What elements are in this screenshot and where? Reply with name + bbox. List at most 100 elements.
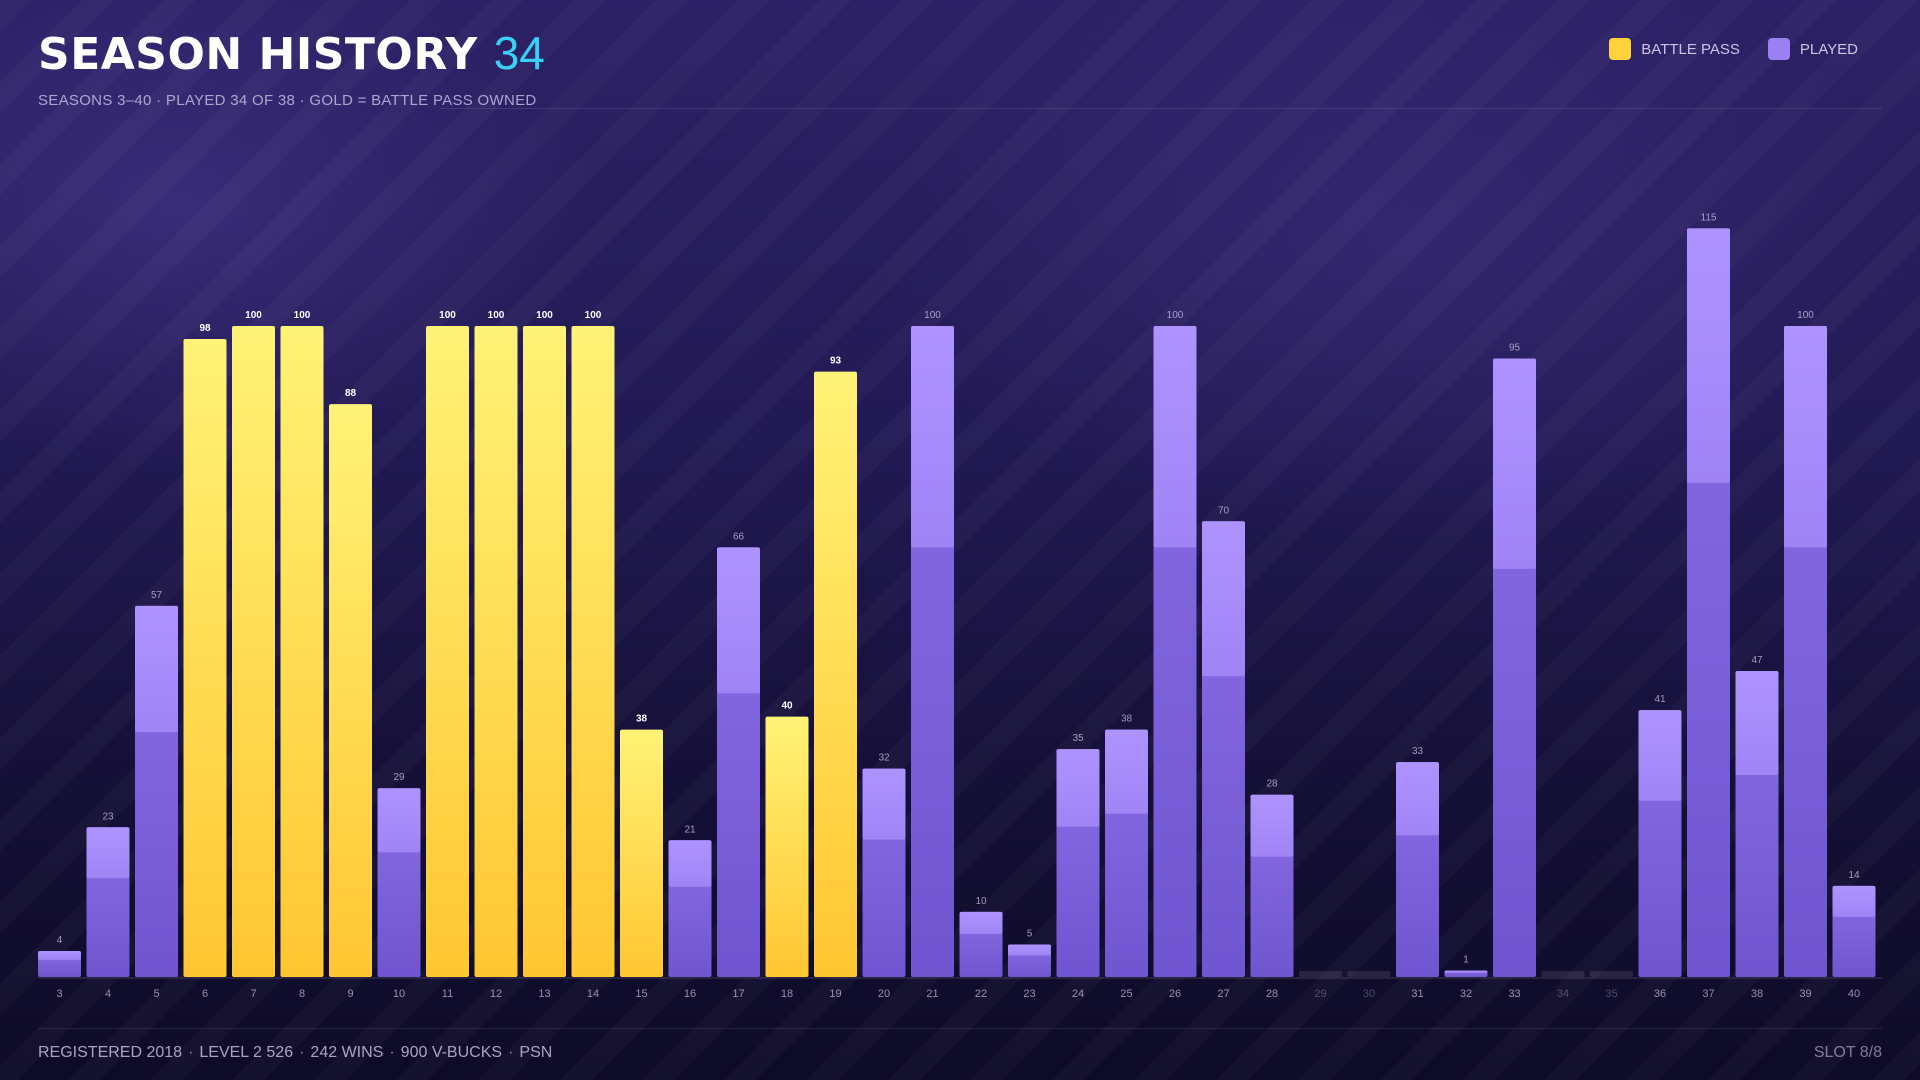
bar-season-15 (620, 729, 663, 977)
tick-label-season-13: 13 (538, 988, 550, 1000)
bar-season-20 (862, 768, 906, 977)
legend-item-played: PLAYED (1767, 38, 1858, 60)
value-label-season-32: 1 (1463, 954, 1469, 965)
bar-highlight-played (1153, 326, 1197, 548)
bar-season-13 (523, 326, 566, 977)
value-label-season-15: 38 (636, 714, 648, 725)
bar-fill-battle-pass (571, 326, 615, 977)
tick-label-season-22: 22 (975, 988, 987, 1000)
value-label-season-27: 70 (1218, 505, 1230, 516)
bar-season-36 (1638, 710, 1682, 977)
value-label-season-37: 115 (1701, 212, 1717, 223)
bar-season-14 (571, 326, 615, 977)
bar-season-11 (426, 326, 469, 977)
bar-unplayed-season-35 (1590, 971, 1633, 977)
bar-highlight-played (38, 950, 81, 960)
value-label-season-8: 100 (294, 310, 311, 321)
tick-label-season-28: 28 (1266, 988, 1278, 1000)
bar-highlight-played (1832, 885, 1876, 917)
bar-highlight-played (377, 788, 421, 853)
bar-season-4 (86, 827, 130, 977)
value-label-season-7: 100 (245, 310, 262, 321)
bar-highlight-played (959, 911, 1003, 935)
tick-label-season-36: 36 (1654, 988, 1666, 1000)
tick-label-season-33: 33 (1508, 988, 1520, 1000)
tick-label-season-27: 27 (1217, 988, 1229, 1000)
bar-highlight-played (1056, 749, 1100, 827)
value-label-season-5: 57 (151, 590, 163, 601)
value-label-season-20: 32 (878, 753, 890, 764)
bar-fill-battle-pass (814, 371, 857, 977)
bar-season-22 (959, 911, 1003, 977)
bar-highlight-played (1008, 944, 1051, 956)
bar-season-26 (1153, 326, 1197, 977)
bar-fill-battle-pass (329, 404, 372, 977)
bars-group: 4323457598610071008889291010011100121001… (38, 212, 1876, 1000)
value-label-season-40: 14 (1848, 870, 1860, 881)
bar-season-37 (1687, 228, 1730, 978)
wins-count: 242 WINS (310, 1044, 384, 1061)
bar-season-5 (135, 605, 178, 977)
bar-season-16 (668, 840, 712, 977)
value-label-season-38: 47 (1751, 655, 1763, 666)
tick-label-season-20: 20 (878, 988, 890, 1000)
value-label-season-22: 10 (975, 896, 987, 907)
value-label-season-39: 100 (1797, 310, 1814, 321)
footer-separator: · (389, 1044, 395, 1061)
value-label-season-28: 28 (1266, 779, 1278, 790)
bar-fill-battle-pass (620, 729, 663, 977)
platform: PSN (519, 1044, 553, 1061)
bar-highlight-played (1202, 521, 1245, 677)
value-label-season-13: 100 (536, 310, 553, 321)
bar-highlight-played (1735, 671, 1779, 776)
value-label-season-36: 41 (1654, 694, 1666, 705)
bar-season-6 (183, 339, 227, 977)
tick-label-season-8: 8 (299, 988, 305, 1000)
bar-highlight-played (1638, 710, 1682, 801)
tick-label-season-32: 32 (1460, 988, 1472, 1000)
bar-highlight-played (135, 605, 178, 733)
seasons-played-count: 34 (493, 27, 545, 79)
tick-label-season-10: 10 (393, 988, 405, 1000)
value-label-season-31: 33 (1412, 746, 1424, 757)
bar-unplayed-season-30 (1347, 971, 1391, 977)
bar-fill-battle-pass (765, 716, 809, 977)
tick-label-season-11: 11 (442, 988, 453, 1000)
value-label-season-18: 40 (781, 701, 793, 712)
tick-label-season-5: 5 (153, 988, 159, 1000)
bar-season-3 (38, 950, 81, 977)
bar-fill-battle-pass (523, 326, 566, 977)
bar-unplayed-season-29 (1299, 971, 1342, 977)
tick-label-season-12: 12 (490, 988, 502, 1000)
played-swatch (1767, 38, 1790, 60)
tick-label-season-40: 40 (1848, 988, 1860, 1000)
value-label-season-21: 100 (924, 310, 941, 321)
registered-year: REGISTERED 2018 (38, 1044, 183, 1061)
bar-highlight-played (862, 768, 906, 840)
value-label-season-26: 100 (1167, 310, 1184, 321)
tick-label-season-37: 37 (1702, 988, 1714, 1000)
tick-label-season-7: 7 (250, 988, 256, 1000)
legend-label-battle-pass: BATTLE PASS (1641, 40, 1740, 58)
player-level: LEVEL 2 526 (199, 1044, 294, 1061)
legend-item-battle-pass: BATTLE PASS (1609, 38, 1740, 60)
bar-fill-battle-pass (232, 326, 275, 977)
bar-fill-battle-pass (183, 339, 227, 977)
bar-fill-battle-pass (280, 326, 324, 977)
tick-label-season-4: 4 (105, 988, 111, 1000)
bar-season-25 (1105, 729, 1148, 977)
vbucks-balance: 900 V-BUCKS (400, 1044, 503, 1061)
tick-label-season-6: 6 (202, 988, 208, 1000)
bar-unplayed-season-34 (1541, 971, 1585, 977)
bar-season-39 (1784, 326, 1827, 977)
value-label-season-3: 4 (57, 935, 63, 946)
bar-highlight-played (1687, 228, 1730, 483)
bar-highlight-played (911, 326, 954, 548)
tick-label-season-24: 24 (1072, 988, 1084, 1000)
bar-fill-battle-pass (474, 326, 518, 977)
value-label-season-25: 38 (1121, 714, 1133, 725)
value-label-season-11: 100 (439, 310, 456, 321)
bar-highlight-played (717, 547, 760, 694)
bar-season-12 (474, 326, 518, 977)
